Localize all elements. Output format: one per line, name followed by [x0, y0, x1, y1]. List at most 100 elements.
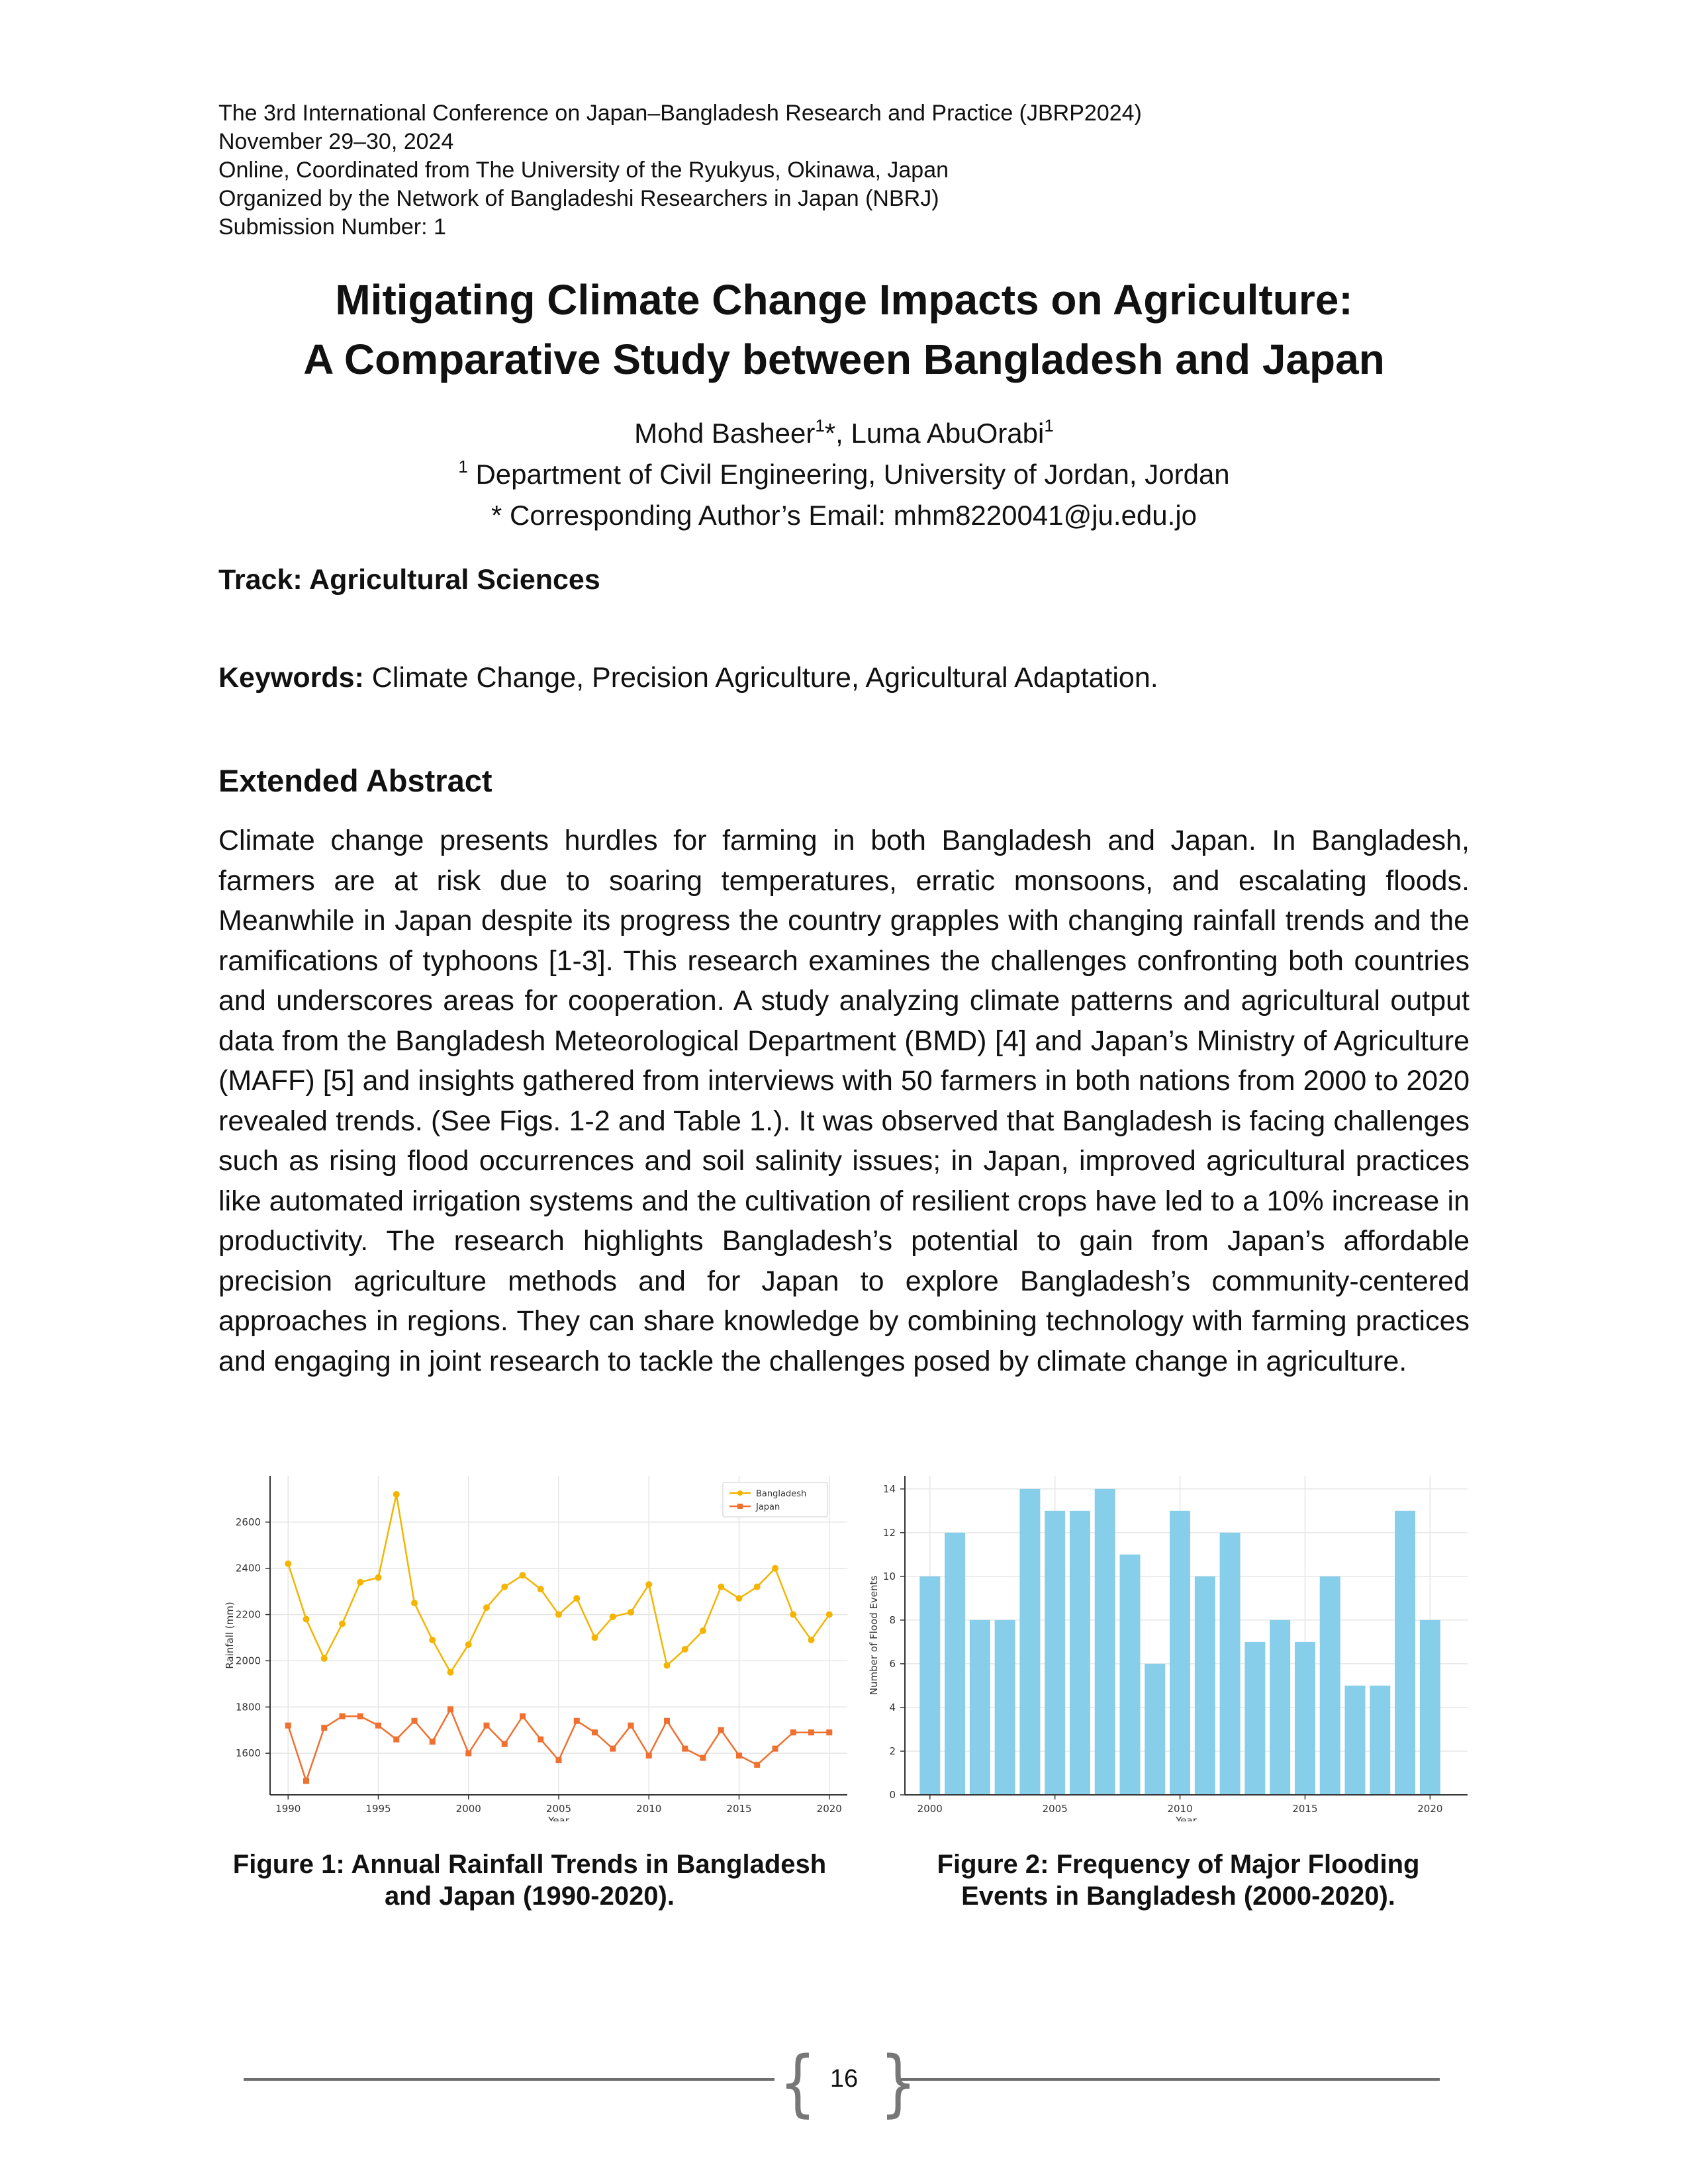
data-point-bangladesh — [303, 1615, 310, 1623]
affiliation-line: 1 Department of Civil Engineering, Unive… — [0, 454, 1688, 495]
data-point-bangladesh — [429, 1636, 436, 1643]
bar-2014 — [1270, 1619, 1291, 1795]
bar-2006 — [1069, 1510, 1090, 1795]
conference-header: The 3rd International Conference on Japa… — [218, 99, 1476, 242]
x-tick-label: 2000 — [917, 1803, 943, 1815]
keywords-line: Keywords: Climate Change, Precision Agri… — [218, 662, 1158, 694]
bar-2013 — [1244, 1641, 1266, 1795]
data-point-japan — [465, 1750, 472, 1756]
data-point-japan — [700, 1754, 706, 1761]
data-point-japan — [573, 1717, 580, 1724]
y-axis-label: Rainfall (mm) — [224, 1602, 236, 1668]
footer-bracket-left: { — [779, 2040, 816, 2125]
legend-marker-bangladesh — [737, 1490, 743, 1496]
data-point-japan — [285, 1722, 291, 1729]
data-point-japan — [483, 1722, 490, 1729]
data-point-bangladesh — [591, 1634, 598, 1641]
data-point-japan — [592, 1729, 598, 1736]
x-tick-label: 2020 — [1417, 1803, 1442, 1815]
author-separator: , — [835, 418, 851, 449]
affiliation: Department of Civil Engineering, Univers… — [467, 459, 1230, 490]
y-tick-label: 14 — [883, 1483, 896, 1495]
y-tick-label: 8 — [889, 1614, 896, 1626]
data-point-japan — [772, 1745, 778, 1752]
y-tick-label: 10 — [883, 1570, 896, 1582]
bar-2007 — [1094, 1488, 1115, 1795]
legend-marker-japan — [737, 1504, 743, 1509]
x-tick-label: 2015 — [726, 1803, 751, 1815]
page-number: 16 — [829, 2065, 859, 2093]
data-point-japan — [303, 1778, 309, 1784]
keywords-list: Climate Change, Precision Agriculture, A… — [363, 662, 1158, 694]
footer-bracket-right: } — [880, 2040, 917, 2125]
data-point-japan — [736, 1752, 742, 1759]
x-axis-label: Year — [1175, 1815, 1197, 1821]
bar-2016 — [1319, 1576, 1340, 1795]
bar-2018 — [1370, 1685, 1391, 1795]
data-point-bangladesh — [411, 1600, 418, 1607]
corresponding-mark: * — [824, 418, 836, 449]
x-tick-label: 2000 — [456, 1803, 481, 1815]
data-point-japan — [718, 1727, 724, 1733]
data-point-bangladesh — [681, 1645, 688, 1653]
data-point-bangladesh — [393, 1490, 400, 1498]
data-point-bangladesh — [447, 1668, 454, 1676]
data-point-bangladesh — [808, 1636, 815, 1643]
data-point-japan — [555, 1757, 562, 1764]
bar-2005 — [1045, 1510, 1066, 1795]
y-tick-label: 1600 — [236, 1747, 261, 1759]
section-heading: Extended Abstract — [218, 763, 492, 798]
x-tick-label: 2010 — [636, 1803, 661, 1815]
data-point-japan — [393, 1736, 400, 1743]
bar-2019 — [1395, 1510, 1416, 1795]
data-point-bangladesh — [357, 1578, 364, 1586]
bar-2004 — [1019, 1488, 1041, 1795]
data-point-japan — [682, 1745, 688, 1752]
data-point-bangladesh — [825, 1611, 833, 1618]
x-tick-label: 2010 — [1167, 1803, 1192, 1815]
bar-2010 — [1170, 1510, 1191, 1795]
data-point-bangladesh — [790, 1611, 797, 1618]
data-point-bangladesh — [285, 1560, 292, 1567]
abstract-paragraph: Climate change presents hurdles for farm… — [218, 825, 1470, 1377]
x-tick-label: 2020 — [817, 1803, 842, 1815]
rainfall-line-chart: 1990 1995 2000 2005 2010 2015 2020 1600 1800 2000… — [224, 1476, 847, 1827]
data-point-japan — [375, 1722, 381, 1729]
bar-2000 — [919, 1576, 941, 1795]
x-tick-label: 2005 — [1043, 1803, 1068, 1815]
figure-1-caption-line1: Figure 1: Annual Rainfall Trends in Bang… — [232, 1850, 827, 1879]
legend-label-japan: Japan — [755, 1502, 780, 1512]
data-point-bangladesh — [628, 1609, 634, 1616]
y-tick-label: 2600 — [236, 1516, 261, 1528]
bar-2020 — [1419, 1619, 1440, 1795]
author-affiliation-mark: 1 — [815, 416, 825, 435]
paper-title-line2: A Comparative Study between Bangladesh a… — [303, 336, 1385, 383]
figure-1-caption: Figure 1: Annual Rainfall Trends in Bang… — [215, 1848, 844, 1912]
data-point-bangladesh — [718, 1583, 725, 1590]
flood-bar-chart: 2000 2005 2010 2015 2020 0 2 4 6 8 10 12 14 Year Numbe… — [868, 1476, 1468, 1827]
conference-venue: Online, Coordinated from The University … — [218, 158, 949, 183]
data-point-bangladesh — [537, 1586, 544, 1593]
paper-title-line1: Mitigating Climate Change Impacts on Agr… — [335, 276, 1353, 324]
y-tick-label: 12 — [883, 1527, 896, 1539]
legend-box — [722, 1482, 828, 1518]
data-point-japan — [339, 1713, 346, 1719]
data-point-bangladesh — [483, 1604, 490, 1612]
submission-number: Submission Number: 1 — [218, 214, 446, 240]
data-point-bangladesh — [700, 1627, 706, 1635]
data-point-japan — [645, 1752, 652, 1759]
data-point-japan — [808, 1729, 814, 1736]
data-point-bangladesh — [753, 1583, 761, 1590]
author-affiliation-mark: 1 — [1044, 416, 1054, 435]
bar-2011 — [1194, 1576, 1215, 1795]
y-tick-label: 2200 — [236, 1609, 261, 1621]
data-point-japan — [429, 1739, 436, 1745]
bar-2012 — [1219, 1532, 1241, 1795]
data-point-bangladesh — [645, 1581, 653, 1588]
footer-rule-right — [900, 2078, 1440, 2081]
affiliation-mark: 1 — [458, 457, 468, 477]
figure-2-caption-line2: Events in Bangladesh (2000-2020). — [961, 1882, 1395, 1911]
data-point-japan — [754, 1762, 761, 1768]
bar-2017 — [1344, 1685, 1366, 1795]
data-point-bangladesh — [573, 1595, 581, 1602]
